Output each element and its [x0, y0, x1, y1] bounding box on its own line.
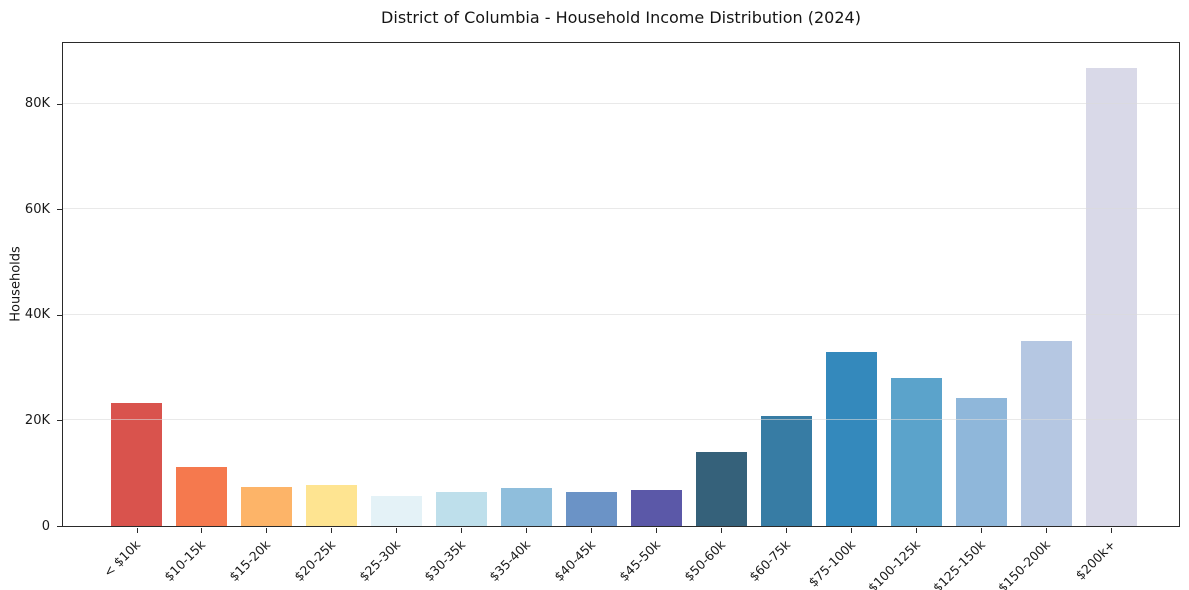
x-axis-labels: < $10k $10-15k $15-20k $20-25k $25-30k $30-35… [62, 528, 1180, 590]
x-tick-label: $15-20k [226, 537, 274, 585]
bar [500, 488, 552, 526]
x-tick-label: $20-25k [290, 537, 339, 585]
x-tick-label: $10-15k [161, 537, 209, 585]
bar [175, 467, 227, 526]
x-tick-label: $50-60k [680, 537, 728, 585]
y-tick-label: 60K [24, 201, 50, 217]
x-tick-label: $60-75k [745, 537, 793, 585]
y-tick-label: 80K [24, 96, 50, 112]
x-tick-label: $30-35k [420, 537, 468, 585]
bar [695, 452, 747, 526]
y-axis: 0 20K 40K 60K 80K [0, 0, 62, 590]
x-tick-label: $40-45k [550, 537, 598, 585]
x-tick-label: $125-150k [929, 537, 988, 590]
bar [111, 403, 162, 526]
x-tick-label: $150-200k [994, 537, 1053, 590]
chart-title: District of Columbia - Household Income … [381, 8, 861, 27]
x-tick-label: $100-125k [864, 537, 923, 590]
bar [760, 416, 812, 526]
bar [1020, 341, 1072, 526]
bar [565, 491, 617, 526]
plot-area [62, 42, 1180, 527]
bars-layer [63, 43, 1179, 526]
y-tick-label: 40K [24, 307, 50, 323]
bar [240, 486, 292, 526]
bar [370, 495, 422, 526]
y-tick-label: 0 [41, 518, 50, 534]
bar [890, 377, 942, 526]
x-tick-label: < $10k [100, 537, 144, 580]
x-tick-label: $25-30k [355, 537, 403, 585]
bar [955, 398, 1007, 526]
bar [825, 351, 877, 526]
bar [1085, 67, 1137, 526]
x-tick-label: $75-100k [805, 537, 858, 590]
bar [630, 490, 682, 526]
bar [435, 492, 487, 526]
x-tick-label: $45-50k [615, 537, 663, 585]
x-tick-label: $35-40k [485, 537, 533, 585]
bar [305, 484, 357, 526]
y-tick-label: 20K [24, 412, 50, 428]
x-tick-label: $200k+ [1072, 537, 1118, 583]
